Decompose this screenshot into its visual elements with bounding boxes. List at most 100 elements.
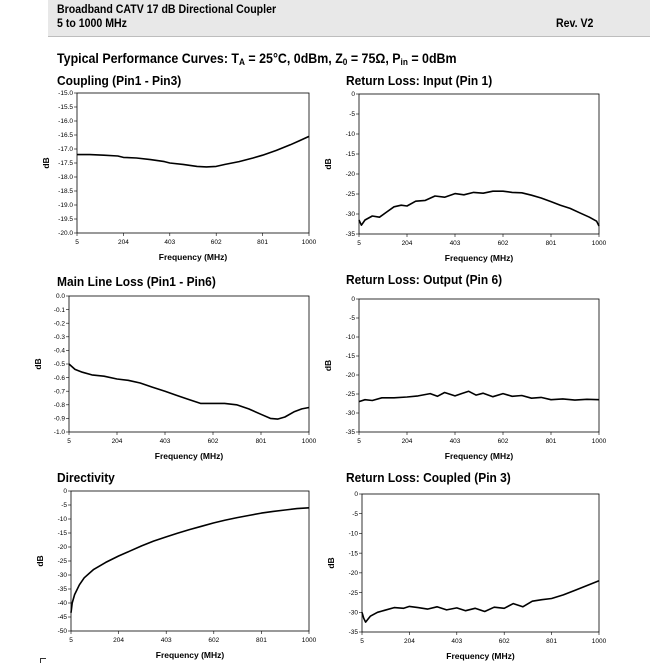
rl-output-ytick-label: -10: [346, 334, 356, 341]
rl-input-ytick-label: -10: [346, 131, 356, 138]
main-line-loss-ytick-label: -0.5: [54, 361, 66, 368]
main-line-loss-xtick-label: 1000: [302, 438, 317, 445]
rl-coupled-xtick-label: 801: [546, 638, 557, 645]
directivity-xtick-label: 5: [69, 637, 73, 644]
rl-input-ytick-label: -15: [346, 151, 356, 158]
coupling-ytick-label: -20.0: [58, 230, 73, 237]
main-line-loss-ytick-label: -0.6: [54, 375, 66, 382]
directivity-ytick-label: -45: [58, 614, 68, 621]
rl-coupled-ytick-label: -30: [349, 609, 359, 616]
rl-output-ytick-label: 0: [351, 296, 355, 303]
rl-coupled-series-line: [361, 579, 600, 623]
document-subtitle: 5 to 1000 MHz: [57, 18, 127, 30]
rl-input-series-line: [358, 190, 600, 227]
directivity-ytick-label: -10: [58, 516, 68, 523]
directivity-series-line: [70, 507, 310, 613]
rl-coupled-ytick-label: -35: [349, 629, 359, 636]
rl-input-xtick-label: 204: [402, 240, 413, 247]
rl-output-ylabel: dB: [323, 360, 333, 371]
rl-input-xtick-label: 801: [546, 240, 557, 247]
directivity-ytick-label: -40: [58, 600, 68, 607]
rl-coupled-frame: [361, 493, 600, 633]
directivity-ytick-label: -25: [58, 558, 68, 565]
coupling-xtick-label: 801: [257, 239, 268, 246]
main-line-loss-xtick-label: 602: [208, 438, 219, 445]
rl-output-ytick-label: -20: [346, 372, 356, 379]
main-line-loss-xtick-label: 801: [256, 438, 267, 445]
coupling-ytick-label: -18.5: [58, 188, 73, 195]
coupling-plot: -15.0 -15.5 -16.0 -16.5 -17.0 -17.5 -18.0 -18.5…: [41, 90, 317, 262]
coupling-xtick-label: 5: [75, 239, 79, 246]
directivity-xtick-label: 602: [208, 637, 219, 644]
main-line-loss-series-line: [68, 363, 310, 420]
directivity-ytick-label: -20: [58, 544, 68, 551]
rl-input-frame: [358, 93, 600, 235]
coupling-xtick-label: 403: [164, 239, 175, 246]
rl-coupled-xlabel: Frequency (MHz): [446, 651, 515, 661]
main-line-loss-ytick-label: 0.0: [56, 293, 65, 300]
rl-input-ytick-label: -30: [346, 211, 356, 218]
directivity-xtick-label: 204: [113, 637, 124, 644]
coupling-ytick-label: -16.0: [58, 118, 73, 125]
rl-input-xlabel: Frequency (MHz): [445, 253, 514, 263]
rl-coupled-xtick-label: 5: [360, 638, 364, 645]
coupling-chart-title: Coupling (Pin1 - Pin3): [57, 73, 182, 88]
coupling-ytick-label: -19.0: [58, 202, 73, 209]
rl-output-ytick-label: -25: [346, 391, 356, 398]
main-line-loss-ytick-label: -0.7: [54, 388, 66, 395]
rl-input-ytick-label: -35: [346, 231, 356, 238]
rl-input-ytick-label: -20: [346, 171, 356, 178]
rl-coupled-xtick-label: 1000: [592, 638, 607, 645]
rl-coupled-plot: 0 -5 -10 -15 -20 -25 -30 -355 204 403 602 801 1000 Fr…: [326, 491, 607, 661]
rl-output-xlabel: Frequency (MHz): [445, 451, 514, 461]
main-line-loss-ytick-label: -0.8: [54, 402, 66, 409]
main-line-loss-xtick-label: 403: [160, 438, 171, 445]
main-line-loss-ytick-label: -0.1: [54, 307, 66, 314]
main-line-loss-ytick-label: -1.0: [54, 429, 66, 436]
rl-output-ytick-label: -5: [349, 315, 355, 322]
rl-coupled-ytick-label: -20: [349, 570, 359, 577]
directivity-ytick-label: -15: [58, 530, 68, 537]
rl-output-chart-title: Return Loss: Output (Pin 6): [346, 272, 503, 287]
rl-output-xtick-label: 1000: [592, 438, 607, 445]
rl-coupled-ytick-label: -15: [349, 550, 359, 557]
main-line-loss-chart-title: Main Line Loss (Pin1 - Pin6): [57, 274, 216, 289]
main-line-loss-frame: [68, 295, 310, 433]
coupling-ytick-label: -15.0: [58, 90, 73, 97]
rl-input-chart-title: Return Loss: Input (Pin 1): [346, 73, 493, 88]
rl-input-ytick-label: -25: [346, 191, 356, 198]
directivity-ylabel: dB: [35, 555, 45, 566]
coupling-ytick-label: -18.0: [58, 174, 73, 181]
directivity-ytick-label: -5: [61, 502, 67, 509]
coupling-xtick-label: 1000: [302, 239, 317, 246]
revision-label: Rev. V2: [556, 18, 594, 30]
coupling-ylabel: dB: [41, 157, 51, 168]
coupling-ytick-label: -15.5: [58, 104, 73, 111]
rl-coupled-chart-title: Return Loss: Coupled (Pin 3): [346, 470, 511, 485]
directivity-ytick-label: 0: [63, 488, 67, 495]
page-corner-mark: [40, 658, 46, 663]
rl-coupled-xtick-label: 204: [404, 638, 415, 645]
main-line-loss-ylabel: dB: [33, 358, 43, 369]
coupling-xlabel: Frequency (MHz): [159, 252, 228, 262]
rl-coupled-xtick-label: 403: [451, 638, 462, 645]
directivity-plot: 0 -5 -10 -15 -20 -25 -30 -35 -40 -45 -505 204 403 602…: [35, 488, 317, 660]
directivity-chart-title: Directivity: [57, 470, 115, 485]
directivity-xtick-label: 801: [256, 637, 267, 644]
coupling-ytick-label: -17.0: [58, 146, 73, 153]
main-line-loss-xtick-label: 204: [112, 438, 123, 445]
rl-output-ytick-label: -35: [346, 429, 356, 436]
rl-coupled-ytick-label: 0: [354, 491, 358, 498]
rl-input-ytick-label: -5: [349, 111, 355, 118]
main-line-loss-xlabel: Frequency (MHz): [155, 451, 224, 461]
rl-output-series-line: [358, 390, 600, 403]
rl-coupled-ytick-label: -10: [349, 531, 359, 538]
main-line-loss-xtick-label: 5: [67, 438, 71, 445]
rl-input-plot: 0 -5 -10 -15 -20 -25 -30 -355 204 403 602 801 1000 Fr…: [323, 91, 607, 263]
rl-input-xtick-label: 1000: [592, 240, 607, 247]
rl-input-xtick-label: 602: [498, 240, 509, 247]
header-bar: [48, 0, 650, 37]
document-title: Broadband CATV 17 dB Directional Coupler: [57, 4, 277, 16]
directivity-xtick-label: 1000: [302, 637, 317, 644]
